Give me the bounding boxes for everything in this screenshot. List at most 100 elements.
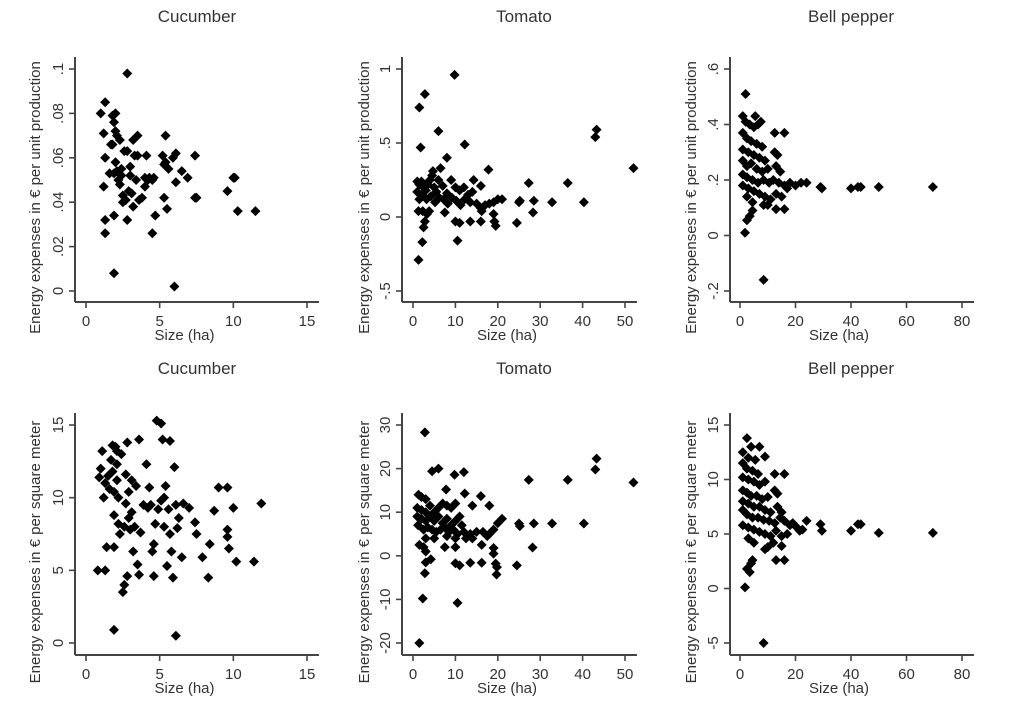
data-point bbox=[748, 537, 759, 548]
data-point bbox=[759, 476, 770, 487]
data-point bbox=[141, 150, 152, 161]
data-point bbox=[514, 521, 525, 532]
data-point bbox=[100, 565, 111, 576]
data-point bbox=[454, 217, 465, 228]
data-point bbox=[562, 177, 573, 188]
data-point bbox=[459, 488, 470, 499]
data-point bbox=[415, 142, 426, 153]
data-point bbox=[801, 177, 812, 188]
x-tick-label: 40 bbox=[843, 313, 860, 330]
data-point bbox=[741, 191, 752, 202]
panel-title: Tomato bbox=[496, 359, 552, 378]
x-tick-label: 0 bbox=[82, 313, 90, 330]
panel-5: Tomato -20 -10 0 10 20 30 0 10 20 30 40 50 Size (ha) E… bbox=[356, 359, 639, 697]
data-point bbox=[737, 505, 748, 516]
data-point bbox=[159, 492, 170, 503]
y-tick-label: .04 bbox=[50, 192, 67, 213]
data-point bbox=[433, 175, 444, 185]
data-point bbox=[150, 210, 161, 221]
y-tick-label: 0 bbox=[50, 287, 67, 295]
x-tick-label: 10 bbox=[225, 313, 242, 330]
data-point bbox=[148, 571, 159, 582]
data-point bbox=[776, 191, 787, 202]
data-point bbox=[100, 214, 111, 225]
data-point bbox=[927, 527, 938, 538]
panel-3: Bell pepper -.2 0 .2 .4 .6 0 20 40 60 80 Size (ha) E… bbox=[683, 7, 974, 344]
y-tick-label: 20 bbox=[377, 460, 394, 477]
panel-title: Cucumber bbox=[158, 7, 237, 26]
data-point bbox=[759, 451, 770, 462]
data-point bbox=[801, 515, 812, 526]
data-point bbox=[111, 459, 122, 470]
data-point bbox=[222, 531, 233, 542]
x-tick-label: 10 bbox=[447, 666, 464, 683]
data-point bbox=[159, 521, 170, 532]
x-axis-label: Size (ha) bbox=[809, 327, 869, 344]
data-point bbox=[184, 502, 195, 513]
data-point bbox=[134, 569, 145, 580]
data-point bbox=[414, 102, 425, 113]
data-point bbox=[170, 630, 181, 641]
x-tick-label: 0 bbox=[736, 313, 744, 330]
data-point bbox=[816, 183, 827, 194]
y-tick-label: 0 bbox=[50, 639, 67, 647]
data-point bbox=[414, 638, 425, 648]
data-point bbox=[439, 207, 450, 218]
data-point bbox=[419, 427, 430, 438]
x-tick-label: 40 bbox=[574, 313, 591, 330]
data-point bbox=[134, 434, 145, 445]
data-point bbox=[156, 418, 167, 429]
y-tick-label: .4 bbox=[705, 118, 722, 131]
data-point bbox=[491, 569, 502, 580]
data-point bbox=[747, 197, 758, 208]
data-point bbox=[484, 500, 495, 511]
data-point bbox=[169, 281, 180, 292]
y-tick-label: 1 bbox=[377, 65, 394, 73]
panel-6: Bell pepper -5 0 5 10 15 0 20 40 60 80 Size (ha) Ene… bbox=[683, 359, 974, 697]
data-point bbox=[433, 511, 444, 522]
data-point bbox=[107, 139, 118, 150]
data-point bbox=[458, 182, 469, 193]
data-point bbox=[203, 572, 214, 583]
data-point bbox=[114, 529, 125, 539]
data-point bbox=[417, 237, 428, 248]
data-point bbox=[114, 179, 125, 190]
x-tick-label: 15 bbox=[299, 313, 316, 330]
x-tick-label: 0 bbox=[736, 666, 744, 683]
data-point bbox=[182, 172, 193, 183]
data-point bbox=[467, 500, 478, 511]
data-point bbox=[425, 191, 436, 202]
data-point bbox=[779, 469, 790, 480]
data-point bbox=[132, 559, 143, 570]
data-point bbox=[746, 158, 757, 169]
x-tick-label: 50 bbox=[617, 666, 634, 683]
data-point bbox=[465, 216, 476, 227]
data-point bbox=[417, 593, 428, 604]
data-point bbox=[450, 498, 461, 509]
y-tick-label: .6 bbox=[705, 63, 722, 76]
data-point bbox=[420, 494, 431, 505]
data-point bbox=[758, 274, 769, 285]
data-point bbox=[759, 505, 770, 516]
panel-1: Cucumber 0 .02 .04 .06 .08 .1 0 5 10 15 Size (ha) En… bbox=[27, 7, 319, 344]
data-point bbox=[779, 127, 790, 138]
data-point bbox=[163, 504, 174, 515]
data-point bbox=[100, 152, 111, 163]
data-point bbox=[782, 529, 793, 539]
x-tick-label: 10 bbox=[225, 666, 242, 683]
data-point bbox=[108, 510, 119, 521]
data-point bbox=[412, 502, 423, 513]
data-point bbox=[441, 484, 452, 495]
data-point bbox=[116, 449, 127, 460]
data-point bbox=[139, 181, 150, 192]
x-axis-label: Size (ha) bbox=[154, 327, 214, 344]
data-point bbox=[741, 433, 752, 444]
data-point bbox=[475, 180, 486, 191]
data-point bbox=[95, 108, 106, 119]
data-point bbox=[488, 548, 499, 559]
data-point bbox=[108, 268, 119, 279]
data-point bbox=[176, 166, 187, 177]
data-point bbox=[122, 146, 133, 157]
data-point bbox=[100, 228, 111, 239]
